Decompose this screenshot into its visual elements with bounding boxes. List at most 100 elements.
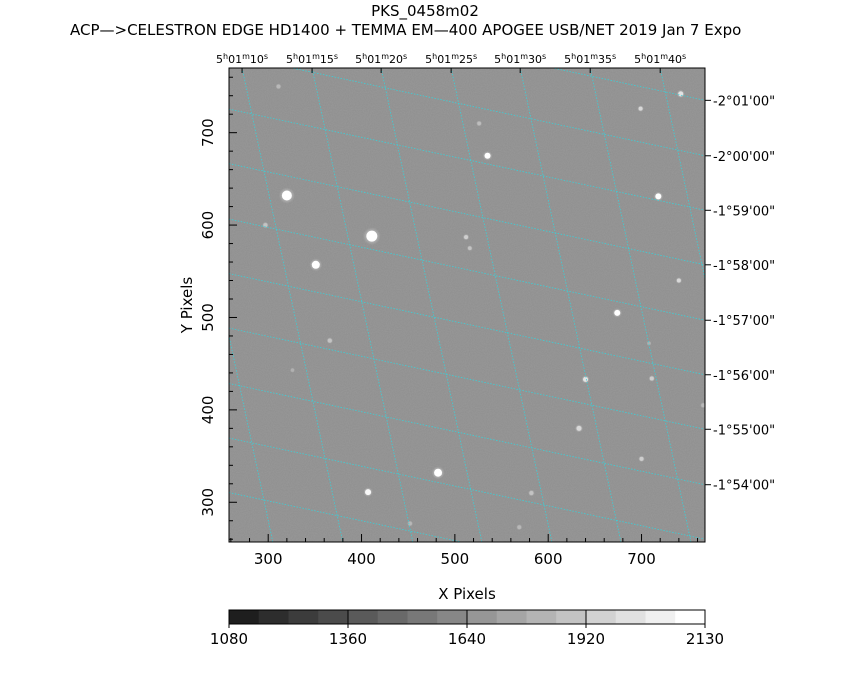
y-tick-label-3: 600	[199, 211, 217, 240]
dec-grid-line-2	[229, 108, 705, 211]
star-21	[517, 525, 522, 530]
star-4	[434, 468, 443, 477]
ra-grid-line-extra-1	[730, 68, 831, 542]
colorbar-swatch-12	[586, 610, 617, 624]
chart-subtitle: ACP—>CELESTRON EDGE HD1400 + TEMMA EM—40…	[70, 21, 742, 39]
star-8	[583, 376, 589, 382]
star-10	[678, 91, 684, 97]
star-3	[484, 152, 491, 159]
colorbar-swatch-3	[318, 610, 349, 624]
star-25	[290, 368, 294, 372]
colorbar-swatch-8	[467, 610, 498, 624]
star-1	[366, 230, 378, 242]
star-15	[468, 246, 472, 250]
colorbar-swatch-0	[229, 610, 260, 624]
y-axis-label: Y Pixels	[178, 277, 196, 335]
stars-layer	[262, 83, 705, 531]
colorbar-swatch-11	[556, 610, 587, 624]
y-axis: 300 400 500 600 700	[199, 76, 237, 540]
x-tick-label-4: 700	[627, 550, 656, 568]
colorbar-label-4: 2130	[686, 630, 724, 648]
star-24	[701, 403, 705, 408]
star-26	[647, 341, 651, 345]
dec-label-1: -2°00'00"	[713, 150, 775, 165]
star-14	[464, 235, 469, 240]
dec-label-7: -1°54'00"	[713, 479, 775, 494]
dec-grid-line-7	[229, 383, 705, 486]
star-18	[263, 223, 268, 228]
dec-label-5: -1°56'00"	[713, 369, 775, 384]
plot-frame	[228, 67, 706, 543]
ra-label-2: 5h01m20s	[355, 52, 407, 66]
dec-grid-line-0	[550, 68, 705, 101]
colorbar-swatch-13	[615, 610, 646, 624]
y-tick-label-1: 400	[199, 396, 217, 425]
x-tick-label-2: 500	[441, 550, 470, 568]
colorbar-swatch-1	[258, 610, 289, 624]
y-tick-label-2: 500	[199, 303, 217, 332]
dec-label-3: -1°58'00"	[713, 259, 775, 274]
star-19	[529, 491, 534, 496]
x-axis-label: X Pixels	[438, 585, 496, 603]
star-12	[676, 278, 681, 283]
colorbar-swatch-6	[407, 610, 438, 624]
dec-label-6: -1°55'00"	[713, 423, 775, 438]
dec-grid-line-9	[229, 492, 464, 542]
colorbar-label-3: 1920	[567, 630, 605, 648]
star-13	[649, 376, 654, 381]
ra-label-5: 5h01m35s	[564, 52, 616, 66]
star-16	[639, 456, 644, 461]
colorbar-label-1: 1360	[329, 630, 367, 648]
star-9	[576, 425, 582, 431]
image-noise	[229, 68, 705, 542]
ra-label-4: 5h01m30s	[494, 52, 546, 66]
star-23	[276, 84, 281, 89]
chart-title: PKS_0458m02	[371, 2, 479, 20]
star-20	[477, 121, 481, 126]
dec-label-4: -1°57'00"	[713, 314, 775, 329]
dec-grid-line-1	[290, 68, 705, 157]
dec-label-0: -2°01'00"	[713, 94, 775, 109]
x-tick-label-0: 300	[254, 550, 283, 568]
star-7	[365, 489, 372, 496]
dec-grid-line-4	[229, 218, 705, 321]
y-tick-label-0: 300	[199, 488, 217, 517]
dec-grid-line-8	[229, 437, 705, 540]
star-17	[327, 338, 332, 343]
colorbar: 1080 1360 1640 1920 2130	[210, 609, 724, 648]
star-22	[408, 521, 412, 526]
x-tick-label-1: 400	[347, 550, 376, 568]
ra-label-3: 5h01m25s	[425, 52, 477, 66]
colorbar-swatch-15	[675, 610, 706, 624]
wcs-grid	[229, 68, 831, 542]
colorbar-swatch-9	[496, 610, 527, 624]
dec-grid-line-5	[229, 273, 705, 376]
colorbar-swatch-5	[377, 610, 408, 624]
x-axis: 300 400 500 600 700	[230, 534, 699, 568]
y-tick-label-4: 700	[199, 118, 217, 147]
dec-axis-right: -2°01'00" -2°00'00" -1°59'00" -1°58'00" -1°5…	[705, 94, 775, 494]
colorbar-swatch-14	[645, 610, 676, 624]
dec-grid-line-3	[229, 163, 705, 266]
colorbar-label-0: 1080	[210, 630, 248, 648]
ra-axis-top: 5h01m10s 5h01m15s 5h01m20s 5h01m25s 5h01m30s…	[216, 52, 686, 73]
dec-label-2: -1°59'00"	[713, 204, 775, 219]
star-5	[614, 309, 621, 316]
sky-image	[229, 68, 831, 542]
star-6	[655, 193, 662, 200]
ra-label-6: 5h01m40s	[634, 52, 686, 66]
colorbar-label-2: 1640	[448, 630, 486, 648]
star-0	[281, 190, 292, 201]
x-tick-label-3: 600	[534, 550, 563, 568]
ra-label-1: 5h01m15s	[286, 52, 338, 66]
colorbar-swatch-2	[288, 610, 319, 624]
dec-grid-line-6	[229, 327, 705, 430]
colorbar-swatch-7	[437, 610, 468, 624]
colorbar-swatch-4	[348, 610, 379, 624]
star-11	[638, 106, 643, 111]
star-2	[311, 260, 320, 269]
colorbar-swatch-10	[526, 610, 557, 624]
ra-label-0: 5h01m10s	[216, 52, 268, 66]
